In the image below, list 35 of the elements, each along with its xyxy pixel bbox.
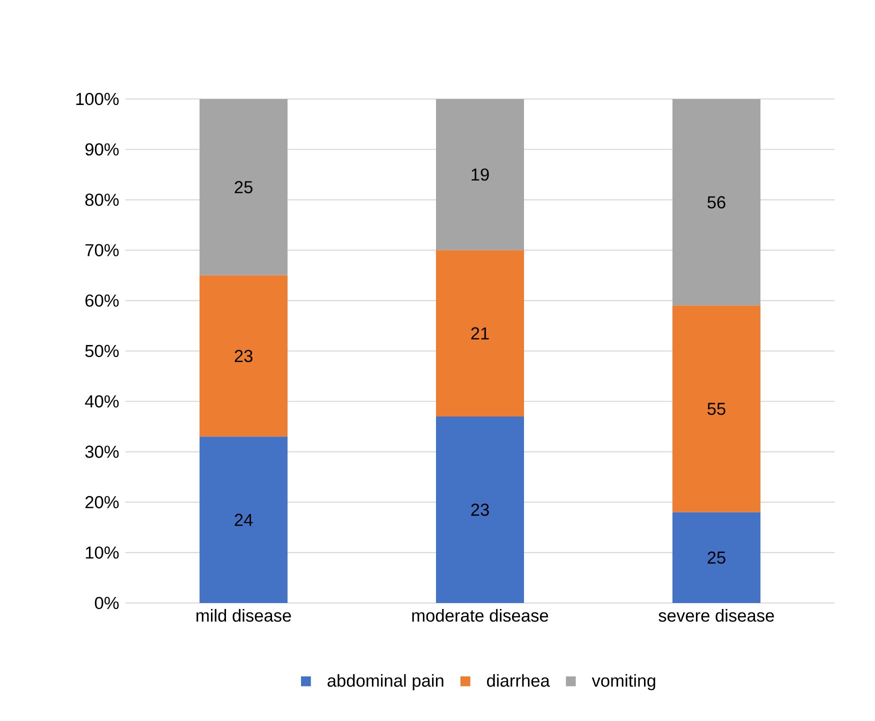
y-tick-label: 10% [86,546,119,559]
y-tick-label: 20% [85,496,119,508]
annotation: 56 [707,196,726,208]
legend-label: abdominal pain [328,674,444,690]
bar [672,98,760,306]
bar [200,436,288,603]
annotation: 23 [234,350,252,362]
y-tick-label: 60% [85,294,119,307]
bar [672,512,760,603]
bar [436,250,524,417]
y-tick-label: 50% [85,344,119,358]
y-tick-label: 70% [86,244,119,256]
bar [200,98,288,276]
bar [436,416,524,603]
annotation: 19 [472,168,489,181]
legend-label: vomiting [592,674,656,690]
x-tick-label: mild disease [196,609,291,622]
annotation: 23 [471,504,489,516]
y-tick-label: 0% [94,596,119,610]
annotation: 25 [234,181,252,194]
annotation: 21 [471,327,489,340]
y-tick-label: 100% [76,92,119,106]
legend-label: diarrhea [487,674,550,687]
bar [672,306,760,512]
bar [436,98,524,250]
y-tick-label: 30% [85,446,119,458]
annotation: 55 [707,402,726,415]
y-tick-label: 90% [85,143,119,156]
y-tick-label: 40% [85,395,119,408]
x-tick-label: severe disease [658,609,774,622]
y-tick-label: 80% [85,194,119,206]
annotation: 24 [234,514,253,526]
x-tick-label: moderate disease [412,609,548,622]
bar [200,275,288,437]
annotation: 25 [708,551,726,564]
